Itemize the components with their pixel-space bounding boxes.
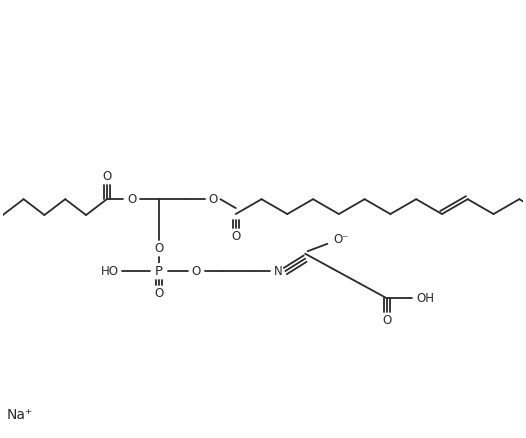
Text: P: P bbox=[155, 265, 163, 278]
Text: O: O bbox=[102, 170, 112, 184]
Text: O: O bbox=[191, 265, 201, 278]
Text: OH: OH bbox=[417, 292, 434, 305]
Text: O: O bbox=[154, 287, 164, 300]
Text: Na⁺: Na⁺ bbox=[7, 408, 33, 422]
Text: O: O bbox=[127, 193, 136, 206]
Text: N: N bbox=[274, 265, 282, 278]
Text: O: O bbox=[382, 314, 391, 327]
Text: O⁻: O⁻ bbox=[333, 233, 349, 246]
Text: HO: HO bbox=[102, 265, 119, 278]
Text: O: O bbox=[231, 230, 240, 243]
Text: O: O bbox=[209, 193, 218, 206]
Text: O: O bbox=[154, 242, 164, 255]
